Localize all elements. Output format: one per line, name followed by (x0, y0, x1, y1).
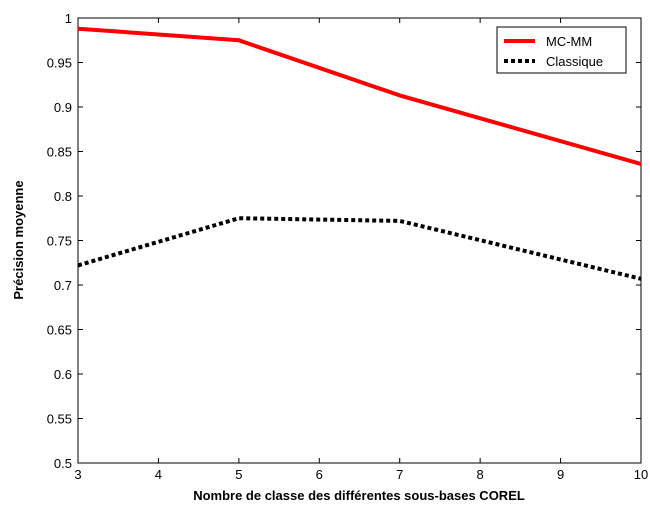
legend-label-classique: Classique (546, 54, 603, 69)
x-tick-label: 5 (235, 467, 242, 482)
y-tick-label: 0.85 (47, 145, 72, 160)
y-tick-label: 0.8 (54, 189, 72, 204)
x-tick-label: 6 (316, 467, 323, 482)
plot-area (77, 17, 642, 464)
x-tick-label: 10 (634, 467, 648, 482)
x-tick-label: 9 (557, 467, 564, 482)
legend: MC-MM Classique (496, 26, 627, 74)
x-tick-label: 7 (396, 467, 403, 482)
y-tick-label: 0.5 (54, 456, 72, 471)
y-tick-label: 0.9 (54, 100, 72, 115)
x-tick-label: 3 (74, 467, 81, 482)
x-axis-label: Nombre de classe des différentes sous-ba… (193, 488, 525, 503)
series-line-mc-mm (77, 26, 642, 166)
y-tick-label: 0.95 (47, 56, 72, 71)
x-axis: 3 4 5 6 7 8 9 10 (74, 18, 648, 482)
series-lines (77, 26, 642, 281)
legend-label-mc-mm: MC-MM (546, 34, 592, 49)
x-tick-label: 4 (155, 467, 162, 482)
y-tick-label: 0.7 (54, 278, 72, 293)
y-tick-label: 0.65 (47, 323, 72, 338)
legend-box (496, 26, 627, 74)
x-tick-label: 8 (477, 467, 484, 482)
y-axis: 0.5 0.55 0.6 0.65 0.7 0.75 0.8 0.85 0.9 0.95 1 (47, 11, 641, 471)
y-tick-label: 1 (65, 11, 72, 26)
y-tick-label: 0.6 (54, 367, 72, 382)
y-axis-label: Précision moyenne (11, 180, 26, 299)
y-tick-label: 0.55 (47, 412, 72, 427)
series-line-classique (77, 216, 642, 281)
y-tick-label: 0.75 (47, 234, 72, 249)
